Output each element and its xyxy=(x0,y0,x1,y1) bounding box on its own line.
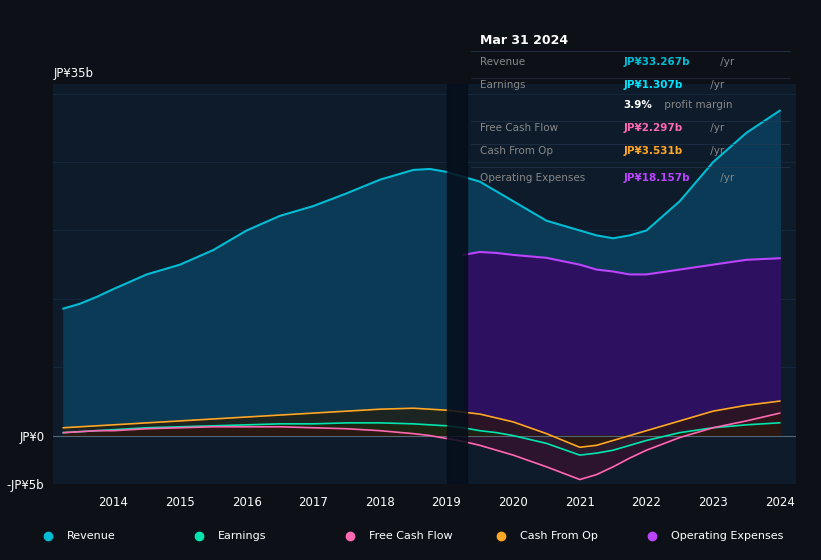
Text: JP¥2.297b: JP¥2.297b xyxy=(623,123,683,133)
Text: 3.9%: 3.9% xyxy=(623,100,653,110)
Text: Revenue: Revenue xyxy=(67,531,116,541)
Text: Mar 31 2024: Mar 31 2024 xyxy=(480,34,569,47)
Text: /yr: /yr xyxy=(707,81,724,90)
Text: JP¥18.157b: JP¥18.157b xyxy=(623,173,690,183)
Text: /yr: /yr xyxy=(717,173,734,183)
Text: /yr: /yr xyxy=(707,123,724,133)
Text: JP¥33.267b: JP¥33.267b xyxy=(623,57,690,67)
Bar xyxy=(447,84,466,484)
Text: /yr: /yr xyxy=(717,57,734,67)
Text: Operating Expenses: Operating Expenses xyxy=(671,531,783,541)
Text: Operating Expenses: Operating Expenses xyxy=(480,173,585,183)
Text: Free Cash Flow: Free Cash Flow xyxy=(369,531,452,541)
Text: Revenue: Revenue xyxy=(480,57,525,67)
Text: Free Cash Flow: Free Cash Flow xyxy=(480,123,558,133)
Text: Earnings: Earnings xyxy=(218,531,266,541)
Text: JP¥3.531b: JP¥3.531b xyxy=(623,146,683,156)
Text: Earnings: Earnings xyxy=(480,81,526,90)
Text: JP¥35b: JP¥35b xyxy=(53,67,94,80)
Text: Cash From Op: Cash From Op xyxy=(520,531,598,541)
Text: JP¥1.307b: JP¥1.307b xyxy=(623,81,683,90)
Text: profit margin: profit margin xyxy=(661,100,732,110)
Text: /yr: /yr xyxy=(707,146,724,156)
Text: Cash From Op: Cash From Op xyxy=(480,146,553,156)
